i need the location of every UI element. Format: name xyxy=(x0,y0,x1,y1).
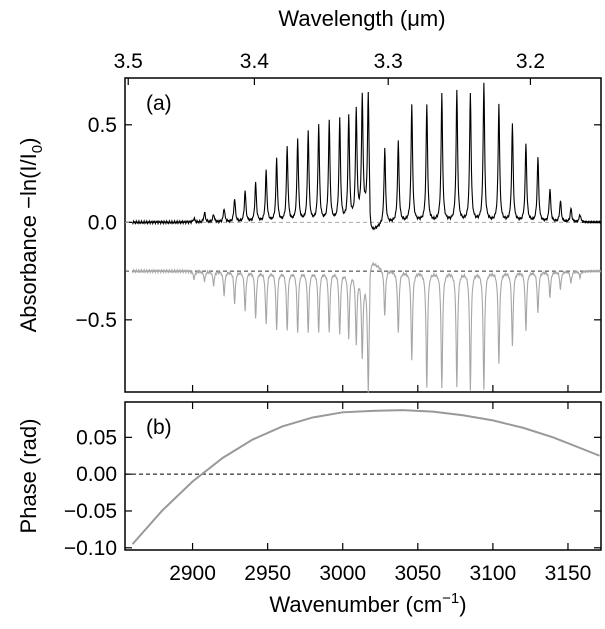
panel-a-label: (a) xyxy=(146,92,172,115)
bottom-axis-tick-label: 2900 xyxy=(169,562,216,585)
bottom-axis-tick-label: 3000 xyxy=(319,562,366,585)
top-axis-tick-label: 3.4 xyxy=(240,50,270,73)
absorbance-spectrum-line xyxy=(132,82,602,231)
top-axis-tick-label: 3.5 xyxy=(114,50,143,73)
panel-b-label: (b) xyxy=(146,416,172,439)
bottom-axis-tick-label: 3100 xyxy=(470,562,517,585)
panel-a-ylabel: Absorbance −ln(I/I0) xyxy=(16,138,46,333)
panel-b-ylabel: Phase (rad) xyxy=(16,419,41,534)
top-axis-tick-label: 3.3 xyxy=(374,50,403,73)
bottom-axis-tick-label: 2950 xyxy=(244,562,291,585)
top-axis-tick-label: 3.2 xyxy=(516,50,545,73)
panel-b-frame xyxy=(124,401,602,551)
panel-b-ytick-label: −0.10 xyxy=(64,537,117,560)
panel-a-ytick-label: −0.5 xyxy=(76,309,117,332)
panel-b-ytick-label: −0.05 xyxy=(64,500,117,523)
dispersion-spectrum-line xyxy=(132,261,602,393)
top-axis-title: Wavelength (μm) xyxy=(278,6,445,31)
panel-a-ytick-label: 0.5 xyxy=(88,114,117,137)
panel-b-ytick-label: 0.00 xyxy=(76,463,117,486)
bottom-axis-tick-label: 3150 xyxy=(545,562,592,585)
phase-curve-line xyxy=(131,409,600,545)
bottom-axis-tick-label: 3050 xyxy=(394,562,441,585)
panel-a-frame xyxy=(124,77,602,393)
panel-a-ytick-label: 0.0 xyxy=(88,211,117,234)
panel-b-ytick-label: 0.05 xyxy=(76,426,117,449)
bottom-axis-title: Wavenumber (cm−1) xyxy=(269,590,466,617)
